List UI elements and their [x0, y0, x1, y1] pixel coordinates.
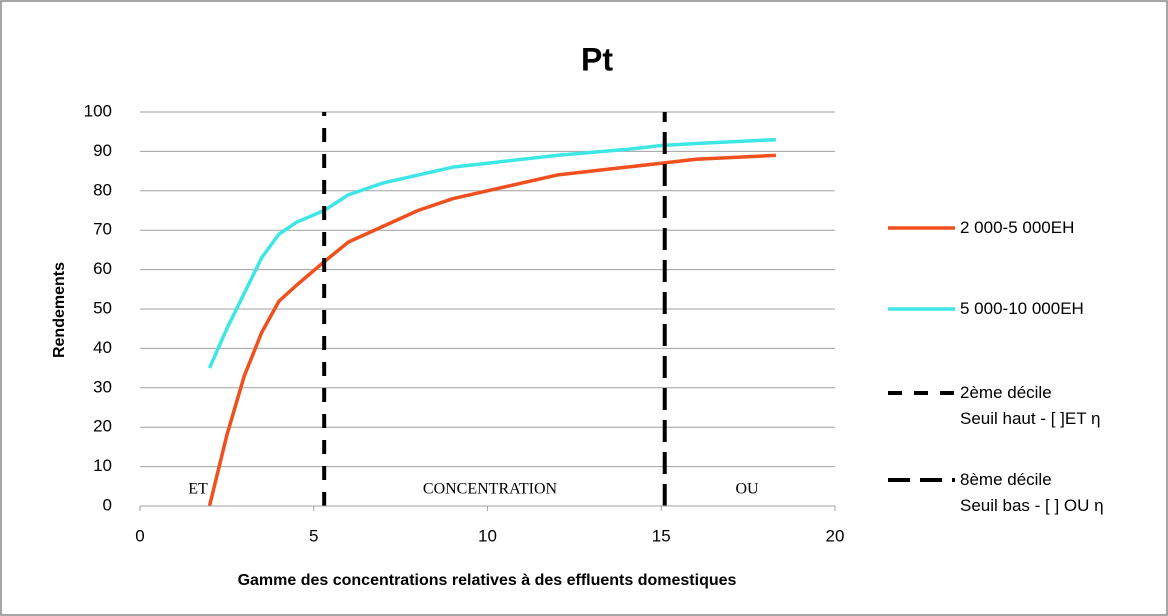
chart-title: Pt [581, 41, 613, 77]
annotation: CONCENTRATION [423, 481, 558, 498]
x-tick-label: 15 [652, 526, 671, 545]
annotation: OU [735, 481, 759, 498]
legend-label: 2ème décile Seuil haut - [ ]ET η [960, 383, 1101, 428]
y-tick-label: 10 [93, 456, 112, 475]
series-line [207, 153, 777, 507]
y-tick-label: 40 [93, 338, 112, 357]
y-axis-label: Rendements [51, 262, 68, 358]
y-tick-label: 50 [93, 298, 112, 317]
y-tick-label: 30 [93, 377, 112, 396]
legend-label: 5 000-10 000EH [960, 299, 1084, 318]
y-tick-label: 80 [93, 180, 112, 199]
legend-label: 2 000-5 000EH [960, 218, 1075, 237]
y-tick-label: 0 [103, 495, 112, 514]
y-tick-label: 90 [93, 141, 112, 160]
x-tick-label: 20 [826, 526, 845, 545]
y-tick-label: 100 [84, 101, 112, 120]
x-tick-label: 5 [309, 526, 318, 545]
y-tick-label: 70 [93, 220, 112, 239]
y-tick-label: 60 [93, 259, 112, 278]
y-tick-label: 20 [93, 417, 112, 436]
x-tick-label: 10 [478, 526, 497, 545]
x-tick-label: 0 [135, 526, 144, 545]
x-axis-label: Gamme des concentrations relatives à des… [238, 572, 737, 589]
series-line [207, 137, 777, 369]
legend-label: 8ème décile Seuil bas - [ ] OU η [960, 470, 1104, 515]
annotation: ET [188, 481, 208, 498]
